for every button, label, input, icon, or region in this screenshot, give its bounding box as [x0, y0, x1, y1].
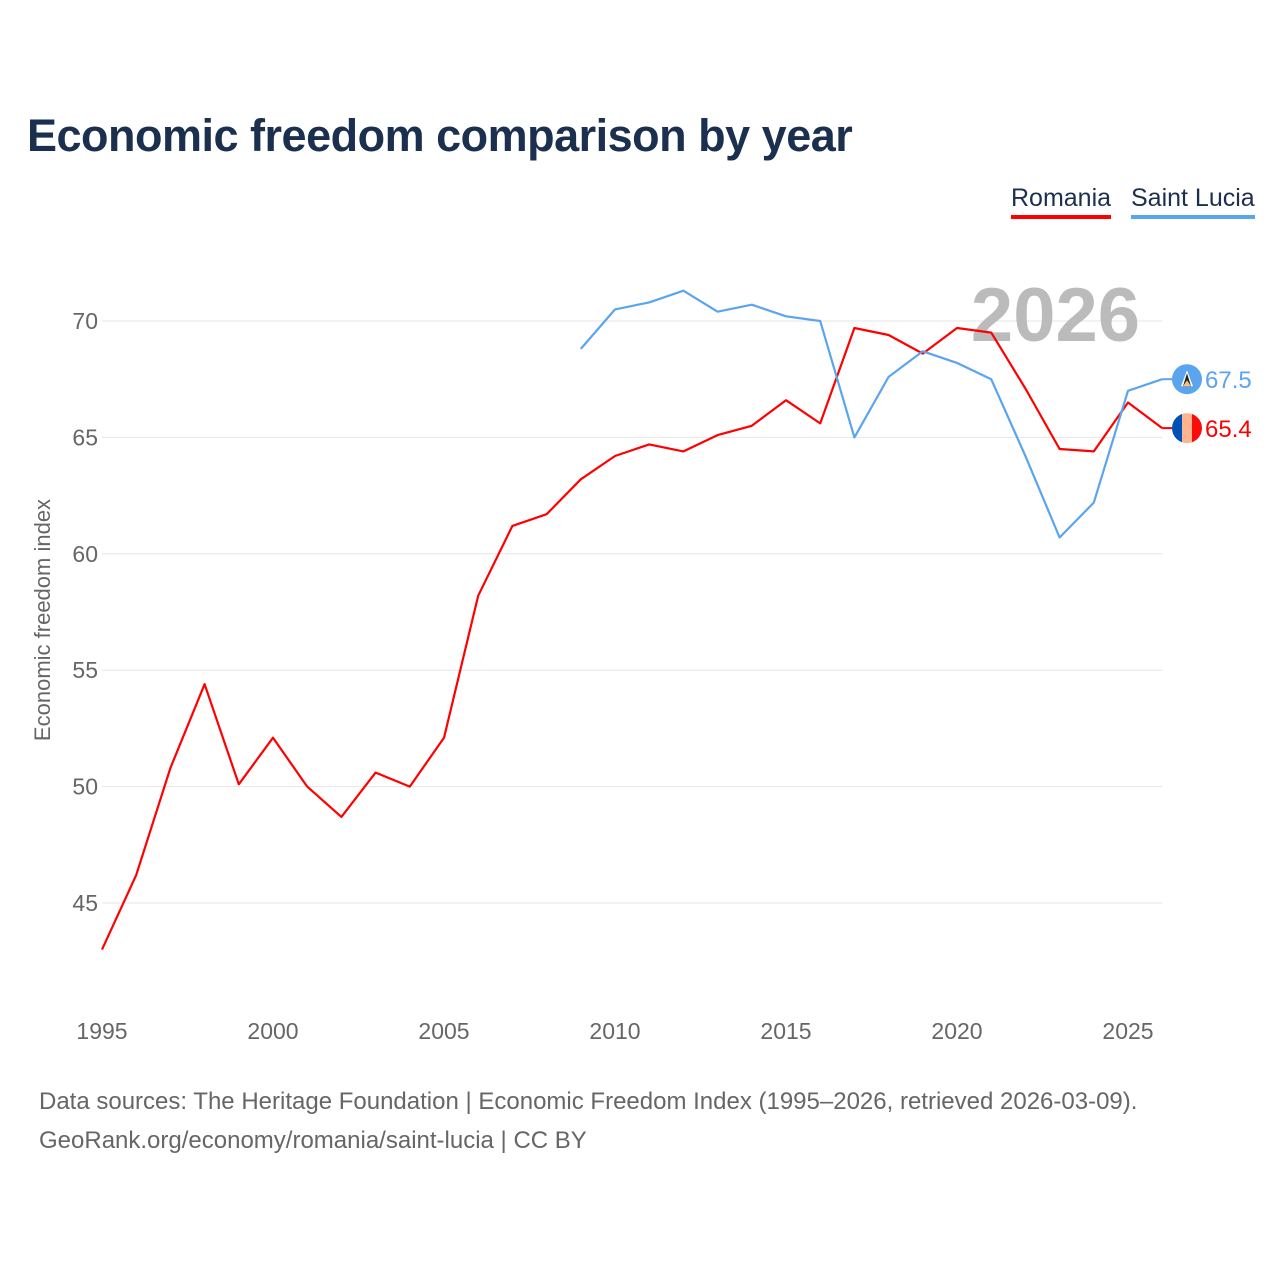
flag-stripe — [1192, 413, 1202, 444]
x-tick-label: 2015 — [760, 1018, 811, 1044]
x-tick-label: 2010 — [589, 1018, 640, 1044]
end-value-label: 65.4 — [1205, 416, 1252, 443]
saint-lucia-flag-icon — [1172, 364, 1202, 395]
y-tick-label: 50 — [72, 774, 98, 800]
y-axis-label: Economic freedom index — [30, 499, 55, 741]
legend-item-saint-lucia[interactable]: Saint Lucia — [1131, 184, 1255, 219]
legend-item-romania[interactable]: Romania — [1011, 184, 1112, 219]
flag-triangle — [1183, 380, 1191, 387]
credit-note: GeoRank.org/economy/romania/saint-lucia … — [39, 1127, 587, 1154]
flag-triangle — [1183, 373, 1191, 387]
y-tick-label: 65 — [72, 424, 98, 450]
x-tick-label: 2020 — [931, 1018, 982, 1044]
x-tick-label: 2000 — [247, 1018, 298, 1044]
flag-stripe — [1182, 413, 1192, 444]
end-value-label: 67.5 — [1205, 367, 1252, 394]
year-watermark: 2026 — [971, 273, 1140, 358]
flag-stripe — [1172, 413, 1182, 444]
y-tick-label: 60 — [72, 541, 98, 567]
romania-flag-icon — [1172, 413, 1202, 444]
y-tick-label: 70 — [72, 308, 98, 334]
chart-title: Economic freedom comparison by year — [27, 110, 853, 161]
series-line-romania — [101, 326, 1163, 951]
source-note: Data sources: The Heritage Foundation | … — [39, 1088, 1138, 1115]
x-tick-label: 2025 — [1102, 1018, 1153, 1044]
y-tick-label: 45 — [72, 890, 98, 916]
x-tick-label: 1995 — [76, 1018, 127, 1044]
x-tick-label: 2005 — [418, 1018, 469, 1044]
series-line-saint-lucia — [579, 289, 1163, 539]
y-tick-label: 55 — [72, 657, 98, 683]
